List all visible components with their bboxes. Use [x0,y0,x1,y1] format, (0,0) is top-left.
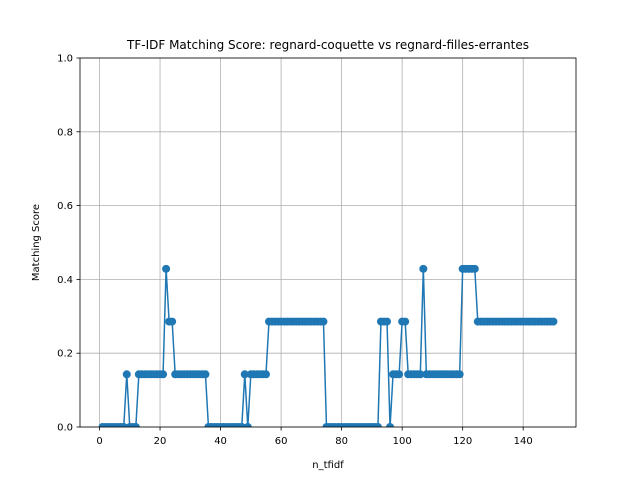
x-tick-label: 20 [154,436,167,447]
y-tick-label: 0.8 [57,127,73,138]
data-point [168,317,177,326]
x-tick-label: 100 [393,436,412,447]
data-point [237,423,246,427]
y-axis-label: Matching Score [31,204,42,281]
data-point [549,317,558,326]
data-point [240,370,249,379]
data-point [162,264,171,273]
data-point [401,317,410,326]
data-point [201,370,210,379]
data-point [159,370,168,379]
series-line [102,268,554,427]
y-tick-label: 0.6 [57,201,73,212]
data-point [119,423,128,427]
x-tick-label: 0 [96,436,102,447]
axis-ticks: 0 20 40 60 80 100 120 140 0.0 0.2 0.4 0.6 0.8 1.0 [57,54,533,448]
data-point [455,370,464,379]
y-tick-label: 0.0 [57,423,73,434]
data-point [261,370,270,379]
data-point [383,317,392,326]
data-series [98,264,558,427]
x-tick-label: 140 [514,436,533,447]
y-tick-label: 0.2 [57,349,73,360]
x-tick-label: 80 [335,436,348,447]
data-point [386,423,395,427]
data-point [470,264,479,273]
data-point [373,423,382,427]
data-point [319,317,328,326]
chart-title: TF-IDF Matching Score: regnard-coquette … [126,38,529,52]
y-tick-label: 0.4 [57,275,73,286]
y-tick-label: 1.0 [57,54,73,65]
data-point [243,423,252,427]
data-point [122,370,131,379]
data-point [395,370,404,379]
x-tick-label: 120 [453,436,472,447]
data-point [416,370,425,379]
x-tick-label: 60 [275,436,288,447]
x-tick-label: 40 [214,436,227,447]
data-point [419,264,428,273]
plot-area-frame [79,57,577,428]
data-point [131,423,140,427]
x-axis-label: n_tfidf [312,460,344,471]
